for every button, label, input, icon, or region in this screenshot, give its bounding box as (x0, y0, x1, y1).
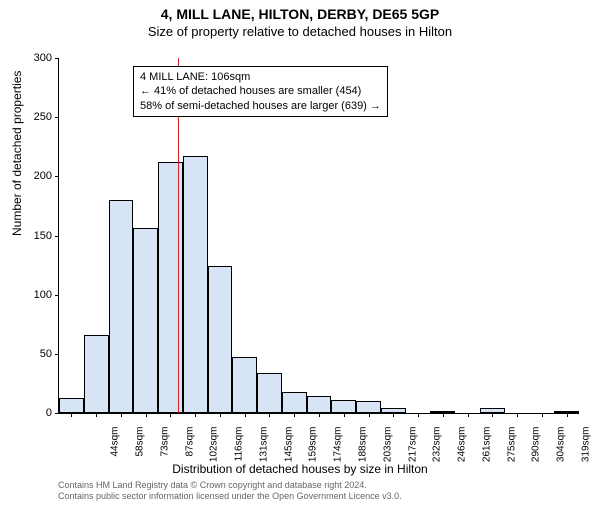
y-tick-mark (55, 295, 59, 296)
x-tick-mark (468, 413, 469, 417)
y-tick-mark (55, 236, 59, 237)
x-tick-mark (542, 413, 543, 417)
histogram-bar (158, 162, 183, 413)
x-tick-label: 217sqm (407, 427, 418, 475)
chart-title: 4, MILL LANE, HILTON, DERBY, DE65 5GP (0, 6, 600, 22)
y-tick-label: 200 (20, 170, 52, 182)
credits: Contains HM Land Registry data © Crown c… (58, 480, 402, 503)
x-tick-label: 304sqm (556, 427, 567, 475)
x-tick-mark (146, 413, 147, 417)
histogram-bar (307, 396, 332, 413)
x-tick-mark (567, 413, 568, 417)
x-tick-label: 246sqm (457, 427, 468, 475)
y-tick-mark (55, 413, 59, 414)
x-tick-mark (344, 413, 345, 417)
x-tick-mark (71, 413, 72, 417)
x-tick-label: 275sqm (506, 427, 517, 475)
x-tick-mark (319, 413, 320, 417)
histogram-bar (257, 373, 282, 413)
y-tick-label: 150 (20, 230, 52, 242)
y-tick-label: 250 (20, 111, 52, 123)
x-tick-mark (269, 413, 270, 417)
histogram-bar (133, 228, 158, 413)
x-tick-label: 116sqm (234, 427, 245, 475)
chart-subtitle: Size of property relative to detached ho… (0, 24, 600, 39)
x-tick-mark (443, 413, 444, 417)
histogram-bar (208, 266, 233, 413)
x-tick-label: 131sqm (258, 427, 269, 475)
x-tick-mark (245, 413, 246, 417)
x-tick-mark (492, 413, 493, 417)
annotation-box: 4 MILL LANE: 106sqm ← 41% of detached ho… (133, 66, 388, 117)
x-tick-mark (121, 413, 122, 417)
histogram-bar (183, 156, 208, 413)
x-tick-mark (170, 413, 171, 417)
x-tick-label: 174sqm (333, 427, 344, 475)
x-tick-mark (96, 413, 97, 417)
histogram-bar (59, 398, 84, 413)
x-tick-label: 319sqm (580, 427, 591, 475)
x-tick-label: 87sqm (184, 427, 195, 475)
x-tick-label: 188sqm (358, 427, 369, 475)
histogram-bar (232, 357, 257, 413)
x-tick-label: 73sqm (159, 427, 170, 475)
histogram-bar (282, 392, 307, 413)
histogram-bar (356, 401, 381, 413)
y-axis-label: Number of detached properties (10, 71, 24, 236)
annotation-line-3: 58% of semi-detached houses are larger (… (140, 99, 381, 113)
x-tick-label: 232sqm (432, 427, 443, 475)
y-tick-label: 50 (20, 348, 52, 360)
x-tick-mark (195, 413, 196, 417)
x-tick-mark (369, 413, 370, 417)
credits-line-1: Contains HM Land Registry data © Crown c… (58, 480, 402, 491)
x-tick-label: 145sqm (283, 427, 294, 475)
x-tick-mark (294, 413, 295, 417)
x-tick-label: 102sqm (209, 427, 220, 475)
x-tick-mark (393, 413, 394, 417)
y-tick-mark (55, 58, 59, 59)
x-tick-label: 58sqm (135, 427, 146, 475)
y-tick-label: 0 (20, 407, 52, 419)
histogram-bar (109, 200, 134, 413)
chart-area: 4 MILL LANE: 106sqm ← 41% of detached ho… (58, 58, 578, 413)
x-tick-label: 44sqm (110, 427, 121, 475)
annotation-line-1: 4 MILL LANE: 106sqm (140, 70, 381, 84)
histogram-bar (84, 335, 109, 413)
histogram-bar (331, 400, 356, 413)
x-tick-label: 159sqm (308, 427, 319, 475)
x-tick-label: 261sqm (481, 427, 492, 475)
y-tick-label: 300 (20, 52, 52, 64)
y-tick-mark (55, 176, 59, 177)
x-tick-mark (418, 413, 419, 417)
y-tick-mark (55, 354, 59, 355)
x-tick-mark (517, 413, 518, 417)
y-tick-mark (55, 117, 59, 118)
x-tick-label: 290sqm (531, 427, 542, 475)
x-tick-label: 203sqm (382, 427, 393, 475)
y-tick-label: 100 (20, 289, 52, 301)
credits-line-2: Contains public sector information licen… (58, 491, 402, 502)
annotation-line-2: ← 41% of detached houses are smaller (45… (140, 84, 381, 98)
x-tick-mark (220, 413, 221, 417)
